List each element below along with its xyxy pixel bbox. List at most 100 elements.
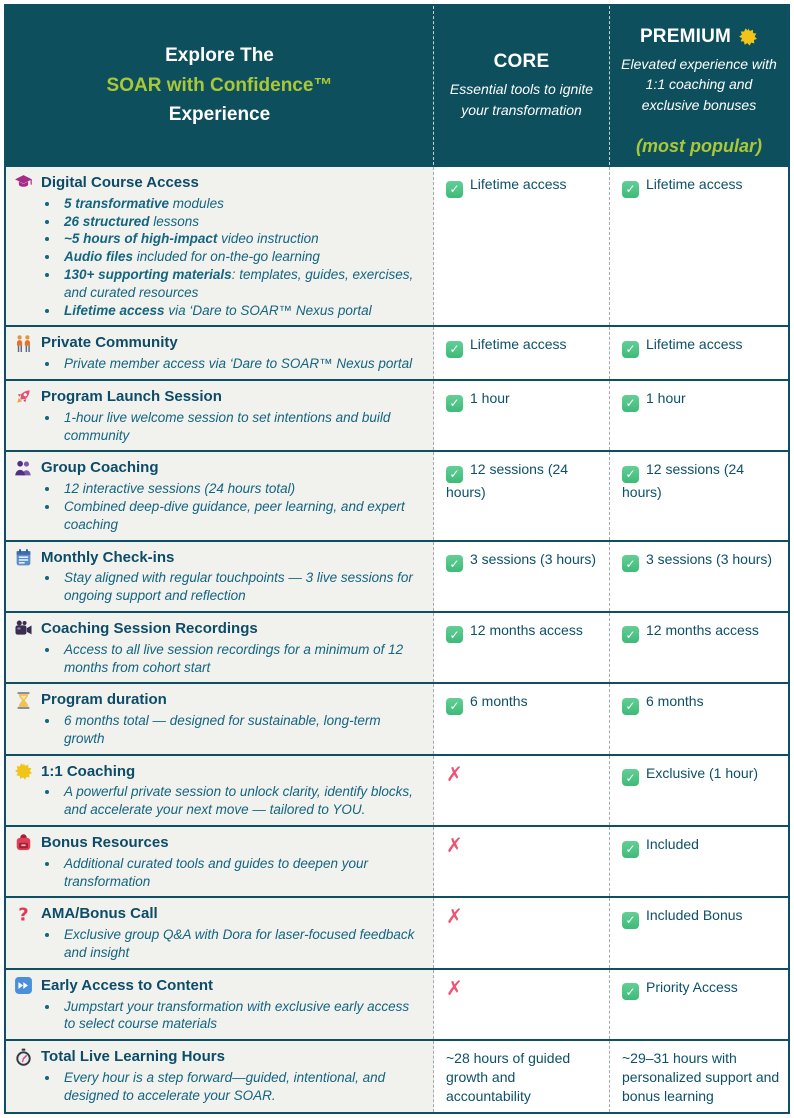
core-value: Lifetime access: [470, 176, 567, 192]
premium-cell: ~29–31 hours with personalized support a…: [610, 1041, 788, 1112]
core-cell: ✗: [434, 827, 610, 897]
premium-value: ~29–31 hours with personalized support a…: [622, 1050, 780, 1105]
feature-cell: Bonus Resources Additional curated tools…: [6, 827, 434, 897]
cross-icon: ✗: [446, 761, 463, 786]
feature-cell: ? AMA/Bonus Call Exclusive group Q&A wit…: [6, 898, 434, 968]
table-row: 1:1 Coaching A powerful private session …: [6, 753, 788, 826]
check-icon: ✓: [446, 697, 463, 715]
feature-title-line: Coaching Session Recordings: [14, 618, 423, 640]
check-icon: ✓: [446, 180, 463, 198]
header-core-column: CORE Essential tools to ignite your tran…: [434, 6, 610, 165]
table-row: Bonus Resources Additional curated tools…: [6, 825, 788, 897]
feature-bullets: Access to all live session recordings fo…: [14, 641, 423, 677]
table-row: Program duration 6 months total — design…: [6, 682, 788, 754]
premium-plan-name: PREMIUM: [620, 26, 778, 48]
core-cell: ✗: [434, 898, 610, 968]
core-cell: ✓ Lifetime access: [434, 167, 610, 326]
cross-icon: ✗: [446, 975, 463, 1000]
feature-title-line: Program duration: [14, 689, 423, 711]
header-title-line3: Experience: [168, 104, 271, 126]
feature-cell: Early Access to Content Jumpstart your t…: [6, 969, 434, 1040]
svg-text:?: ?: [18, 905, 28, 924]
check-icon: ✓: [622, 394, 639, 412]
feature-bullet: Private member access via ‘Dare to SOAR™…: [60, 355, 423, 373]
feature-bullets: Additional curated tools and guides to d…: [14, 855, 423, 891]
core-cell: ✓ 12 months access: [434, 612, 610, 683]
check-icon: ✓: [446, 465, 463, 483]
feature-title: Private Community: [41, 334, 178, 352]
calendar-icon: [14, 548, 33, 567]
feature-bullet: ~5 hours of high-impact video instructio…: [60, 230, 423, 248]
feature-title-line: 1:1 Coaching: [14, 761, 423, 783]
feature-title-line: Program Launch Session: [14, 386, 423, 408]
check-icon: ✓: [622, 769, 639, 787]
feature-title-line: Group Coaching: [14, 457, 423, 479]
core-cell: ~28 hours of guided growth and accountab…: [434, 1041, 610, 1113]
feature-title-line: Digital Course Access: [14, 172, 423, 194]
feature-title-line: Private Community: [14, 332, 423, 354]
feature-bullet: 5 transformative modules: [60, 195, 423, 213]
premium-value: 3 sessions (3 hours): [646, 550, 773, 567]
premium-plan-subtitle: Elevated experience with 1:1 coaching an…: [621, 56, 777, 113]
group-icon: [14, 459, 33, 478]
premium-cell: ✓ 12 months access: [610, 613, 788, 682]
feature-cell: Monthly Check-ins Stay aligned with regu…: [6, 541, 434, 611]
premium-value: Lifetime access: [646, 176, 743, 192]
sun-icon: [738, 27, 758, 47]
fast-forward-icon: [14, 976, 33, 995]
feature-title-line: Bonus Resources: [14, 832, 423, 854]
feature-title: Bonus Resources: [41, 834, 169, 852]
hourglass-icon: [14, 691, 33, 710]
premium-value: Exclusive (1 hour): [646, 764, 759, 781]
core-value: Lifetime access: [470, 336, 567, 353]
core-value: 6 months: [470, 693, 528, 710]
graduation-cap-icon: [14, 173, 33, 192]
check-icon: ✓: [446, 394, 463, 412]
feature-cell: Digital Course Access 5 transformative m…: [6, 167, 434, 326]
stopwatch-icon: [14, 1048, 33, 1067]
table-row: Early Access to Content Jumpstart your t…: [6, 967, 788, 1040]
core-cell: ✓ 1 hour: [434, 381, 610, 451]
premium-value: 1 hour: [646, 390, 686, 406]
feature-bullets: Jumpstart your transformation with exclu…: [14, 998, 423, 1034]
feature-bullet: Audio files included for on-the-go learn…: [60, 248, 423, 266]
header-brand-title: SOAR with Confidence™: [106, 74, 333, 96]
feature-bullets: Exclusive group Q&A with Dora for laser-…: [14, 926, 423, 962]
feature-bullet: 12 interactive sessions (24 hours total): [60, 480, 423, 498]
core-value: 3 sessions (3 hours): [470, 550, 597, 567]
premium-cell: ✓ 3 sessions (3 hours): [610, 542, 788, 611]
feature-title-line: ? AMA/Bonus Call: [14, 903, 423, 925]
premium-cell: ✓ Included Bonus: [610, 898, 788, 967]
feature-bullets: 1-hour live welcome session to set inten…: [14, 409, 423, 445]
table-row: Private Community Private member access …: [6, 325, 788, 379]
table-row: Coaching Session Recordings Access to al…: [6, 610, 788, 683]
check-icon: ✓: [622, 626, 639, 644]
feature-bullet: Every hour is a step forward—guided, int…: [60, 1069, 423, 1105]
feature-bullet: Stay aligned with regular touchpoints — …: [60, 569, 423, 605]
feature-bullet: 130+ supporting materials: templates, gu…: [60, 266, 423, 302]
header-feature-column: Explore The SOAR with Confidence™ Experi…: [6, 6, 434, 165]
core-value: 1 hour: [470, 390, 510, 406]
check-icon: ✓: [622, 465, 639, 483]
check-icon: ✓: [446, 626, 463, 644]
core-plan-name: CORE: [493, 51, 550, 73]
premium-value: Priority Access: [646, 978, 738, 995]
core-plan-subtitle: Essential tools to ignite your transform…: [449, 81, 594, 118]
premium-cell: ✓ 6 months: [610, 684, 788, 753]
premium-cell: ✓ Included: [610, 827, 788, 896]
premium-cell: ✓ Lifetime access: [610, 327, 788, 379]
feature-cell: Program duration 6 months total — design…: [6, 684, 434, 754]
table-row: ? AMA/Bonus Call Exclusive group Q&A wit…: [6, 896, 788, 968]
core-cell: ✓ 3 sessions (3 hours): [434, 541, 610, 611]
feature-title-line: Monthly Check-ins: [14, 547, 423, 569]
premium-value: Lifetime access: [646, 336, 743, 353]
camera-icon: [14, 619, 33, 638]
comparison-table: Explore The SOAR with Confidence™ Experi…: [4, 4, 790, 1115]
table-row: Monthly Check-ins Stay aligned with regu…: [6, 539, 788, 611]
core-cell: ✓ Lifetime access: [434, 327, 610, 379]
feature-bullet: Access to all live session recordings fo…: [60, 641, 423, 677]
cross-icon: ✗: [446, 833, 463, 858]
feature-cell: Program Launch Session 1-hour live welco…: [6, 381, 434, 451]
feature-bullets: Stay aligned with regular touchpoints — …: [14, 569, 423, 605]
header-title-line1: Explore The: [165, 45, 274, 67]
